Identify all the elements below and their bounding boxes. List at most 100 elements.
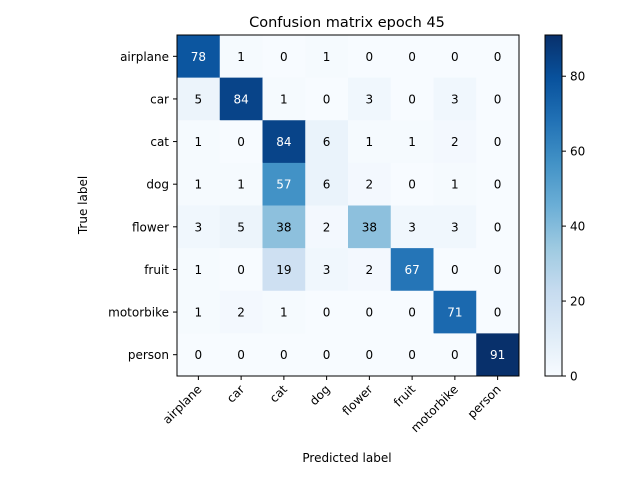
cell-value-label: 91 — [490, 348, 505, 362]
x-tick-label: car — [224, 382, 247, 405]
heatmap-cell — [476, 205, 520, 249]
cell-value-label: 0 — [195, 348, 203, 362]
heatmap-cell — [305, 205, 349, 249]
cell-value-label: 6 — [323, 135, 331, 149]
y-tick-label: person — [128, 348, 169, 362]
cell-value-label: 19 — [276, 263, 291, 277]
y-tick-label: motorbike — [108, 306, 169, 320]
heatmap-cell — [390, 77, 434, 121]
y-tick-label: dog — [146, 178, 169, 192]
heatmap-cell — [433, 248, 477, 292]
cell-value-label: 0 — [366, 348, 374, 362]
heatmap-cell — [390, 290, 434, 334]
heatmap-cell — [177, 205, 221, 249]
cell-value-label: 0 — [323, 92, 331, 106]
cell-value-label: 0 — [494, 178, 502, 192]
colorbar-tick-label: 80 — [570, 70, 585, 84]
cell-value-label: 0 — [237, 263, 245, 277]
heatmap-cell — [433, 120, 477, 164]
chart-title: Confusion matrix epoch 45 — [249, 15, 445, 31]
cell-value-label: 3 — [451, 220, 459, 234]
cell-value-label: 38 — [362, 220, 377, 234]
cell-value-label: 0 — [280, 50, 288, 64]
cell-value-label: 2 — [366, 178, 374, 192]
heatmap-cell — [219, 162, 263, 206]
cell-value-label: 1 — [280, 306, 288, 320]
cell-value-label: 0 — [494, 135, 502, 149]
cell-value-label: 78 — [191, 50, 206, 64]
cell-value-label: 0 — [494, 92, 502, 106]
cell-value-label: 0 — [323, 348, 331, 362]
cell-value-label: 1 — [195, 178, 203, 192]
heatmap-cell — [219, 205, 263, 249]
heatmap-cells — [177, 35, 520, 377]
cell-value-label: 84 — [233, 92, 248, 106]
heatmap-cell — [390, 35, 434, 79]
heatmap-cell — [219, 333, 263, 377]
heatmap-cell — [433, 35, 477, 79]
cell-value-label: 1 — [195, 306, 203, 320]
cell-value-label: 2 — [366, 263, 374, 277]
heatmap-cell — [476, 120, 520, 164]
cell-value-label: 0 — [408, 306, 416, 320]
heatmap-cell — [177, 333, 221, 377]
heatmap-cell — [262, 35, 306, 79]
cell-value-label: 2 — [451, 135, 459, 149]
heatmap-cell — [177, 77, 221, 121]
heatmap-cell — [390, 120, 434, 164]
y-axis-label: True label — [76, 176, 90, 235]
heatmap-cell — [433, 333, 477, 377]
heatmap-cell — [219, 120, 263, 164]
heatmap-cell — [348, 35, 392, 79]
heatmap-cell — [476, 333, 520, 377]
heatmap-cell — [219, 77, 263, 121]
x-tick-label: flower — [339, 382, 375, 418]
cell-value-label: 0 — [451, 348, 459, 362]
cell-value-label: 1 — [366, 135, 374, 149]
heatmap-cell — [177, 290, 221, 334]
cell-value-label: 0 — [237, 135, 245, 149]
heatmap-cell — [262, 120, 306, 164]
cell-value-label: 2 — [237, 306, 245, 320]
heatmap-cell — [390, 162, 434, 206]
x-tick-label: cat — [267, 382, 290, 405]
heatmap-cell — [177, 120, 221, 164]
cell-value-label: 0 — [408, 92, 416, 106]
x-axis-label: Predicted label — [302, 451, 391, 465]
x-tick-label: fruit — [391, 382, 419, 410]
heatmap-cell — [390, 248, 434, 292]
heatmap-cell — [348, 120, 392, 164]
colorbar-tick-label: 20 — [570, 295, 585, 309]
heatmap-cell — [305, 248, 349, 292]
heatmap-cell — [348, 333, 392, 377]
cell-value-label: 1 — [323, 50, 331, 64]
cell-value-label: 3 — [323, 263, 331, 277]
cell-value-label: 2 — [323, 220, 331, 234]
heatmap-cell — [219, 290, 263, 334]
colorbar-ticks: 0 20 40 60 80 — [562, 70, 585, 384]
y-tick-label: flower — [132, 220, 169, 234]
heatmap-cell — [177, 35, 221, 79]
colorbar — [544, 34, 563, 377]
cell-value-label: 0 — [408, 178, 416, 192]
heatmap-cell — [177, 248, 221, 292]
cell-value-label: 0 — [451, 50, 459, 64]
cell-value-label: 0 — [494, 50, 502, 64]
cell-value-label: 0 — [494, 220, 502, 234]
cell-value-label: 3 — [451, 92, 459, 106]
heatmap-cell — [219, 248, 263, 292]
cell-value-label: 1 — [195, 263, 203, 277]
cell-value-label: 1 — [408, 135, 416, 149]
cell-value-label: 3 — [366, 92, 374, 106]
heatmap-cell — [476, 248, 520, 292]
cell-value-label: 0 — [366, 50, 374, 64]
cell-value-label: 0 — [280, 348, 288, 362]
cell-value-label: 1 — [280, 92, 288, 106]
heatmap-cell — [262, 162, 306, 206]
heatmap-cell — [219, 35, 263, 79]
heatmap-cell — [305, 333, 349, 377]
cell-value-label: 0 — [451, 263, 459, 277]
heatmap-cell — [476, 77, 520, 121]
y-tick-label: airplane — [120, 50, 169, 64]
